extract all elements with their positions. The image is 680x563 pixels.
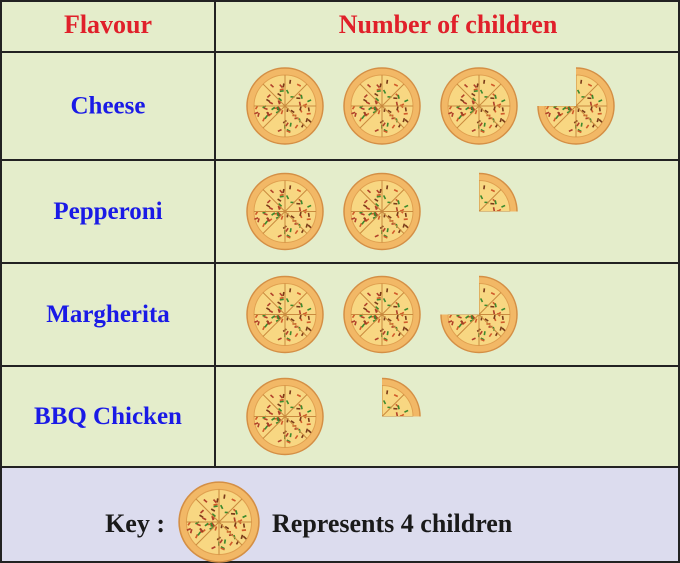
category-label: Pepperoni [53,198,162,225]
pizza-icon [246,172,324,251]
table-background [0,0,680,467]
category-label: BBQ Chicken [34,403,182,430]
column-header: Flavour [64,10,152,39]
pizza-icon [343,67,421,145]
pizza-icon [246,275,324,354]
pizza-icon [343,172,421,251]
column-header: Number of children [339,10,558,39]
key-text: Represents 4 children [272,509,513,538]
category-label: Cheese [71,93,146,120]
category-label: Margherita [46,301,170,328]
key-icon [178,481,260,563]
key-background [0,467,680,563]
pizza-icon [246,377,324,456]
pizza-icon [246,67,324,145]
pizza-icon [343,275,421,354]
key-label: Key : [105,509,165,538]
pizza-icon [440,67,518,145]
